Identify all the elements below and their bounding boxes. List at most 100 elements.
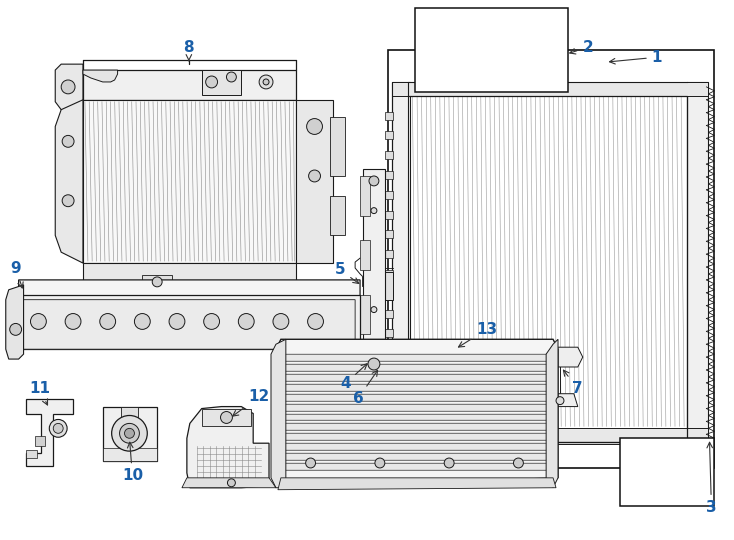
Circle shape xyxy=(169,314,185,329)
Bar xyxy=(385,151,393,159)
Bar xyxy=(103,407,157,461)
Circle shape xyxy=(369,176,379,186)
Circle shape xyxy=(62,195,74,207)
Bar xyxy=(360,295,370,334)
Text: 1: 1 xyxy=(609,50,662,65)
Bar xyxy=(385,349,393,357)
Bar xyxy=(385,112,393,119)
Bar xyxy=(385,369,393,377)
Bar xyxy=(202,409,251,427)
Circle shape xyxy=(100,314,116,329)
Circle shape xyxy=(307,119,322,134)
Text: 11: 11 xyxy=(29,381,50,405)
Bar xyxy=(26,450,37,458)
Bar xyxy=(363,169,385,367)
Circle shape xyxy=(10,323,21,335)
Bar xyxy=(18,295,360,349)
Bar xyxy=(385,389,393,397)
Circle shape xyxy=(134,314,150,329)
Text: 13: 13 xyxy=(459,322,498,347)
Bar xyxy=(283,364,550,371)
Bar xyxy=(120,407,139,418)
Bar xyxy=(385,231,393,238)
Polygon shape xyxy=(542,394,578,407)
Text: 8: 8 xyxy=(184,40,195,60)
Text: 5: 5 xyxy=(335,262,359,284)
Circle shape xyxy=(484,65,494,75)
Polygon shape xyxy=(182,478,276,488)
Circle shape xyxy=(444,458,454,468)
Circle shape xyxy=(375,458,385,468)
Bar xyxy=(385,290,393,298)
Bar xyxy=(283,443,550,450)
Circle shape xyxy=(368,358,380,370)
Polygon shape xyxy=(278,478,556,490)
Circle shape xyxy=(308,314,324,329)
Text: 3: 3 xyxy=(706,442,716,515)
Bar xyxy=(360,351,376,363)
Circle shape xyxy=(273,314,288,329)
Bar xyxy=(392,428,708,444)
Text: 9: 9 xyxy=(10,260,23,288)
Bar xyxy=(375,272,393,300)
Bar xyxy=(330,196,345,235)
Text: 6: 6 xyxy=(353,370,377,406)
Bar xyxy=(283,354,550,361)
Bar xyxy=(330,117,345,176)
Bar xyxy=(296,100,333,263)
Bar xyxy=(375,347,393,379)
Circle shape xyxy=(112,415,148,451)
Circle shape xyxy=(371,208,377,214)
Bar xyxy=(687,82,708,438)
Bar xyxy=(385,250,393,258)
Circle shape xyxy=(646,450,677,482)
Bar xyxy=(385,171,393,179)
Bar xyxy=(83,70,296,100)
Bar xyxy=(35,436,46,446)
Polygon shape xyxy=(23,300,355,349)
Circle shape xyxy=(61,80,75,94)
Bar xyxy=(620,438,714,505)
Bar xyxy=(360,349,370,374)
Bar xyxy=(283,403,550,410)
Bar xyxy=(103,448,157,461)
Circle shape xyxy=(204,314,219,329)
Bar xyxy=(360,367,376,377)
Text: 10: 10 xyxy=(122,442,143,483)
Polygon shape xyxy=(6,285,23,359)
Polygon shape xyxy=(55,64,83,110)
Circle shape xyxy=(49,420,67,437)
Circle shape xyxy=(259,75,273,89)
Polygon shape xyxy=(83,70,117,82)
Bar xyxy=(283,463,550,470)
Bar xyxy=(283,453,550,460)
Bar xyxy=(360,176,370,215)
Bar xyxy=(385,329,393,338)
Circle shape xyxy=(305,458,316,468)
Polygon shape xyxy=(187,407,269,488)
Polygon shape xyxy=(546,339,558,488)
Bar xyxy=(415,8,568,92)
Bar xyxy=(392,82,708,96)
Circle shape xyxy=(371,307,377,313)
Bar xyxy=(142,275,172,290)
Circle shape xyxy=(65,314,81,329)
Circle shape xyxy=(54,423,63,433)
Bar xyxy=(283,414,550,421)
Bar xyxy=(385,270,393,278)
Circle shape xyxy=(62,136,74,147)
Bar xyxy=(283,433,550,440)
Bar xyxy=(385,131,393,139)
Circle shape xyxy=(152,277,162,287)
Circle shape xyxy=(514,458,523,468)
Bar xyxy=(385,211,393,219)
Circle shape xyxy=(239,314,254,329)
Polygon shape xyxy=(276,339,558,488)
Bar xyxy=(385,309,393,318)
Bar xyxy=(83,100,296,263)
Bar xyxy=(385,191,393,199)
Bar xyxy=(283,423,550,430)
Bar xyxy=(283,394,550,401)
Polygon shape xyxy=(18,280,360,320)
Text: 12: 12 xyxy=(233,389,270,416)
